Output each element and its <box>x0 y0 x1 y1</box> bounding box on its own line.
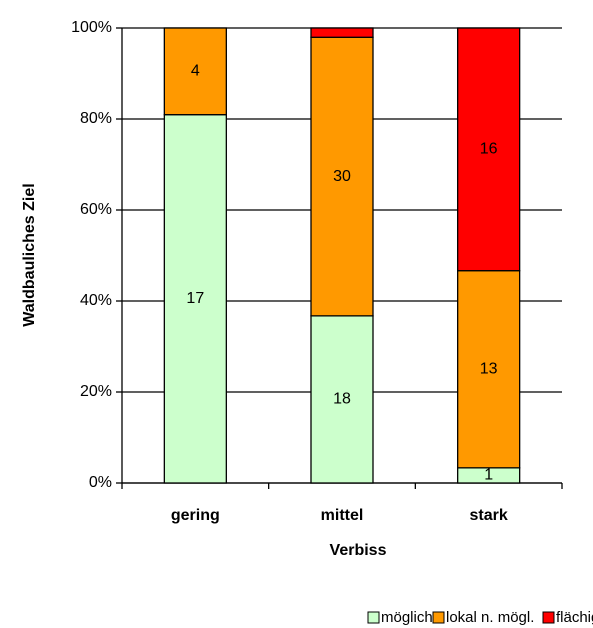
data-label: 18 <box>333 391 351 408</box>
y-tick-label: 60% <box>80 201 112 218</box>
data-label: 1 <box>484 467 493 484</box>
y-tick-label: 100% <box>71 19 112 36</box>
data-label: 4 <box>191 63 200 80</box>
y-tick-label: 20% <box>80 383 112 400</box>
legend-swatch <box>367 611 380 624</box>
legend-swatch <box>542 611 555 624</box>
bar-segment <box>457 270 521 469</box>
x-axis-title: Verbiss <box>330 542 387 559</box>
legend-label: möglich <box>381 609 433 626</box>
y-tick-label: 40% <box>80 292 112 309</box>
data-label: 30 <box>333 168 351 185</box>
data-label: 17 <box>186 290 204 307</box>
y-axis-title: Waldbauliches Ziel <box>21 183 38 326</box>
data-label: 13 <box>480 360 498 377</box>
legend-label: flächig n. mögl. <box>556 609 593 626</box>
bar-segment <box>457 27 521 272</box>
bar-segment <box>163 27 227 116</box>
bar-segment <box>310 36 374 317</box>
y-tick-label: 0% <box>89 474 112 491</box>
bar-segment <box>310 27 374 38</box>
x-tick-label: stark <box>470 507 508 524</box>
legend-label: lokal n. mögl. <box>446 609 534 626</box>
data-label: 16 <box>480 141 498 158</box>
x-tick-label: mittel <box>321 507 364 524</box>
legend-swatch <box>432 611 445 624</box>
y-tick-label: 80% <box>80 110 112 127</box>
x-tick-label: gering <box>171 507 220 524</box>
